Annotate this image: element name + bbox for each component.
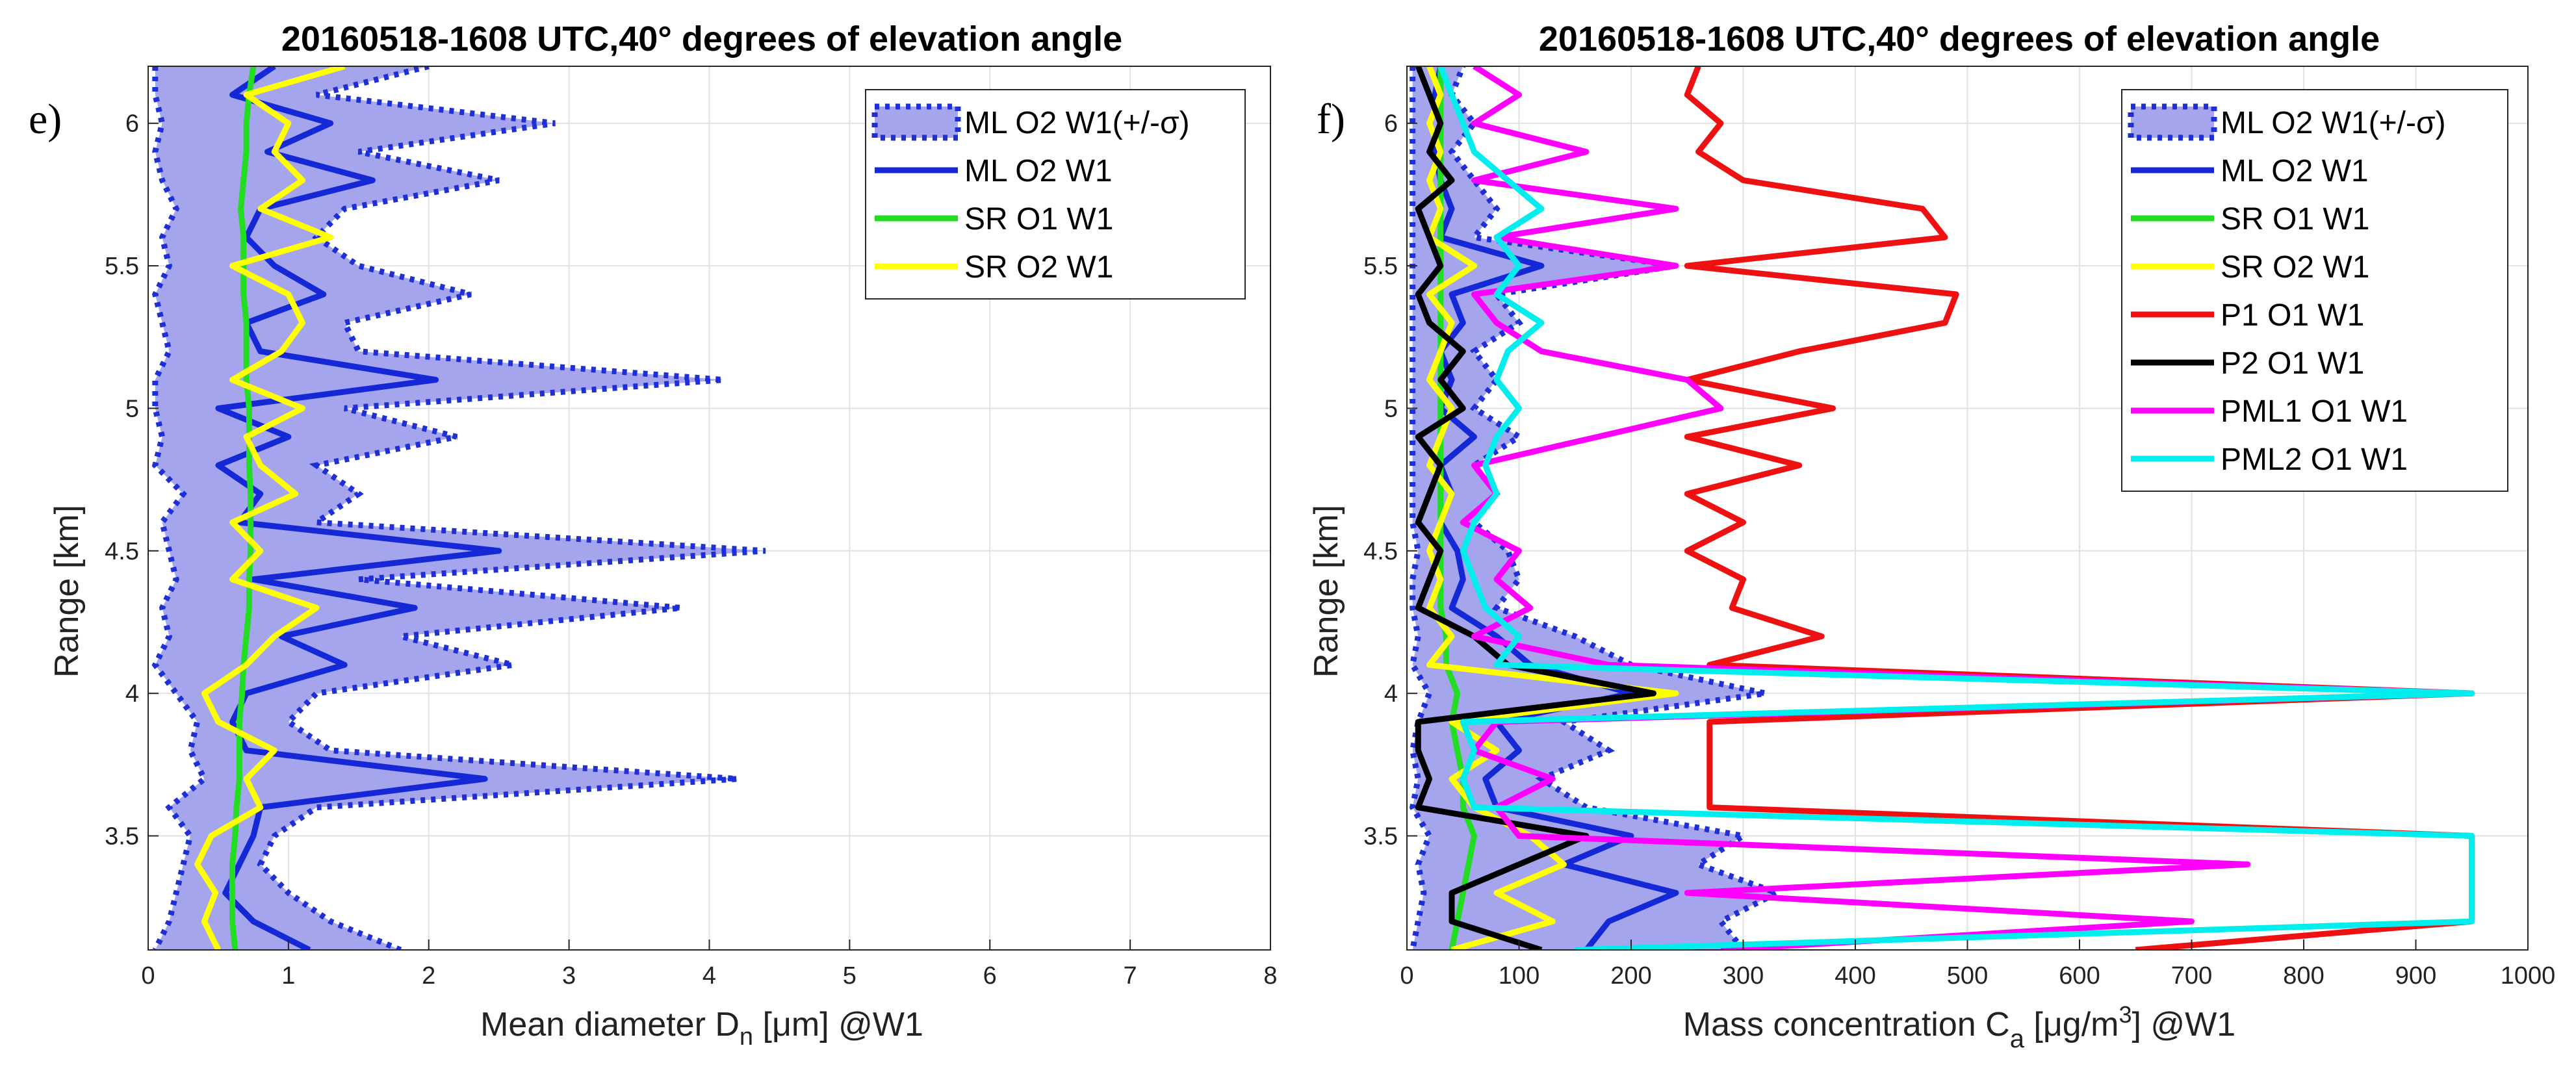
panel-f-xtick-label: 600 [2059, 962, 2100, 990]
panel-e-xtick-label: 0 [141, 962, 155, 990]
panel-f-legend-label: P1 O1 W1 [2221, 298, 2364, 333]
panel-f-legend-box [2121, 89, 2508, 492]
panel-e-xlabel-sub: n [740, 1023, 753, 1051]
panel-e-xtick-label: 8 [1263, 962, 1277, 990]
panel-e-data [151, 66, 766, 950]
panel-f-xtick-label: 700 [2171, 962, 2212, 990]
panel-f-ytick-label: 4 [1384, 680, 1398, 708]
panel-e-legend-label: ML O2 W1 [964, 154, 1113, 188]
panel-f-ytick-label: 5 [1384, 395, 1398, 422]
panel-f-legend-swatch-band [2128, 103, 2217, 141]
panel-e-series-sr-o2-w1 [194, 66, 346, 950]
panel-e-legend-label: ML O2 W1(+/-σ) [964, 106, 1190, 140]
panel-e-ylabel: Range [km] [48, 505, 86, 678]
panel-f-series-pml1-o1-w1 [1460, 66, 2475, 950]
panel-e-ytick-label: 5 [125, 395, 139, 422]
panel-e-legend: ML O2 W1(+/-σ) ML O2 W1 SR O1 W1 SR O2 W1 [865, 89, 1246, 300]
panel-f-legend: ML O2 W1(+/-σ) ML O2 W1 SR O1 W1 SR O2 W1 P1… [2121, 89, 2508, 492]
panel-f-data [1409, 66, 2475, 950]
panel-e-series-sr-o1-w1 [229, 66, 257, 950]
panel-e-xtick-label: 3 [562, 962, 576, 990]
panel-f-xtick-label: 300 [1723, 962, 1764, 990]
panel-f-ytick-label: 4.5 [1363, 538, 1398, 565]
panel-f-legend-label: PML1 O1 W1 [2221, 394, 2408, 429]
panel-f-xtick-label: 500 [1947, 962, 1988, 990]
panel-e-legend-label: SR O2 W1 [964, 250, 1113, 285]
panel-e-plot: 0 1 2 3 4 5 6 7 83.544.555.56 ML O2 W1(+/-σ)ML O2… [105, 66, 1278, 990]
panel-f-ml-sigma-lower [1409, 66, 1433, 950]
panel-f-xlabel-sub: a [2010, 1025, 2025, 1053]
panel-f-series-pml2-o1-w1 [1437, 66, 2475, 950]
panel-f-ytick-label: 6 [1384, 110, 1398, 138]
panel-e-legend-swatch-band [871, 103, 961, 141]
panel-f-ylabel: Range [km] [1307, 505, 1345, 678]
panel-e-ytick-label: 3.5 [105, 823, 139, 850]
panel-e-title: 20160518-1608 UTC,40° degrees of elevati… [281, 19, 1122, 58]
panel-f-xlabel-main: Mass concentration C [1683, 1006, 2010, 1043]
panel-f-legend-label: ML O2 W1 [2221, 154, 2369, 188]
panel-f-xtick-label: 200 [1610, 962, 1651, 990]
panel-e-ytick-label: 4.5 [105, 538, 139, 565]
panel-f-xlabel-tail: [μg/m [2024, 1006, 2119, 1043]
panel-f-title: 20160518-1608 UTC,40° degrees of elevati… [1539, 19, 2380, 58]
panel-f-legend-label: SR O1 W1 [2221, 202, 2369, 237]
panel-e-ytick-label: 6 [125, 110, 139, 138]
panel-f-xtick-label: 400 [1835, 962, 1875, 990]
panel-e-xtick-label: 6 [983, 962, 997, 990]
panel-e-xtick-label: 5 [843, 962, 857, 990]
panel-f-ytick-label: 5.5 [1363, 253, 1398, 280]
panel-f-label: f) [1317, 96, 1345, 143]
panel-e-ytick-label: 4 [125, 680, 139, 708]
panel-e-xlabel: Mean diameter Dn [μm] @W1 [480, 1006, 923, 1051]
panel-f-ytick-label: 3.5 [1363, 823, 1398, 850]
panel-f-xtick-label: 800 [2283, 962, 2324, 990]
panel-f-legend-label: P2 O1 W1 [2221, 346, 2364, 381]
panel-f-xlabel-sup: 3 [2119, 1001, 2132, 1028]
panel-f-xtick-label: 0 [1400, 962, 1413, 990]
panel-f-xtick-label: 900 [2395, 962, 2436, 990]
panel-e-xtick-label: 7 [1124, 962, 1137, 990]
panel-f-legend-label: ML O2 W1(+/-σ) [2221, 106, 2446, 140]
panel-e-xlabel-main: Mean diameter D [480, 1006, 740, 1043]
panel-f-legend-label: SR O2 W1 [2221, 250, 2369, 285]
panel-e: 20160518-1608 UTC,40° degrees of elevati… [29, 19, 1278, 1051]
panel-e-legend-label: SR O1 W1 [964, 202, 1113, 237]
panel-e-label: e) [29, 96, 62, 143]
panel-e-xlabel-tail: [μm] @W1 [753, 1006, 923, 1043]
panel-e-ytick-label: 5.5 [105, 253, 139, 280]
panel-e-xtick-label: 4 [702, 962, 716, 990]
panel-f-xlabel: Mass concentration Ca [μg/m3] @W1 [1683, 1001, 2235, 1053]
panel-f-series-p1-o1-w1 [1684, 66, 2475, 950]
panel-f-legend-label: PML2 O1 W1 [2221, 442, 2408, 477]
panel-f-series-p2-o1-w1 [1415, 66, 1656, 950]
panel-f-plot: 0 100 200 300 400 500 600 700 800 900 1000 3.5 4 4.5 5… [1363, 66, 2555, 990]
panel-e-xtick-label: 2 [422, 962, 435, 990]
panel-f: 20160518-1608 UTC,40° degrees of elevati… [1307, 19, 2555, 1053]
panel-f-xtick-label: 100 [1499, 962, 1539, 990]
panel-f-xtick-label: 1000 [2501, 962, 2556, 990]
panel-e-xtick-label: 1 [281, 962, 295, 990]
panel-f-xlabel-end: ] @W1 [2132, 1006, 2236, 1043]
